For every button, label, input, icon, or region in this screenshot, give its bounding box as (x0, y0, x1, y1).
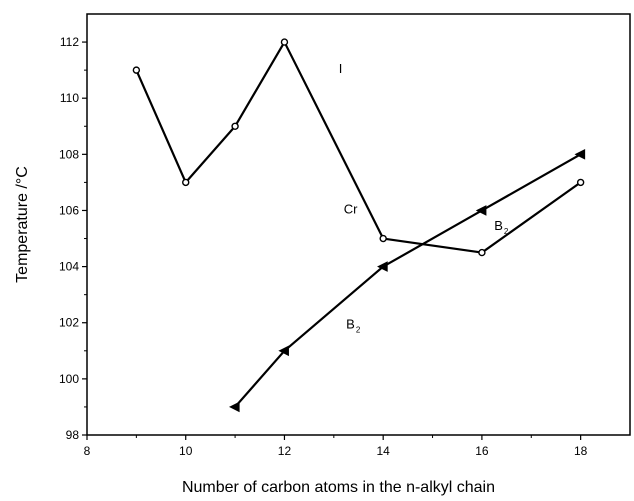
data-point (379, 234, 387, 243)
series-line-1 (135, 40, 582, 254)
data-point (280, 38, 289, 46)
annotation-text: B (346, 316, 355, 331)
y-tick-label: 112 (60, 35, 79, 49)
annotation-text: Cr (344, 201, 358, 216)
y-tick-label: 108 (59, 147, 79, 161)
series-layer (132, 38, 586, 413)
data-point (478, 248, 486, 257)
ticks-layer: 8 10 12 14 16 18 98 100 102 104 106 108 110 112 (59, 35, 588, 458)
plot-frame (86, 13, 631, 436)
x-tick-label: 12 (278, 444, 292, 458)
y-tick-label: 110 (60, 91, 79, 105)
x-tick-label: 8 (84, 444, 91, 458)
data-point (231, 122, 239, 130)
annotation-label: Cr (344, 201, 358, 216)
data-point (228, 401, 240, 413)
annotation-subscript: 2 (504, 227, 509, 236)
data-point (475, 205, 487, 216)
data-point (574, 149, 586, 160)
y-axis-title: Temperature /°C (14, 166, 31, 283)
data-point (278, 345, 289, 357)
data-point (377, 261, 388, 272)
annotation-label: B2 (346, 316, 361, 334)
y-tick-label: 98 (66, 428, 80, 442)
x-tick-label: 18 (574, 444, 588, 458)
annotation-subscript: 2 (356, 325, 361, 334)
annotation-text: B (494, 218, 503, 233)
y-tick-label: 100 (59, 372, 79, 386)
data-point (576, 178, 585, 187)
x-tick-label: 14 (377, 444, 391, 458)
y-tick-label: 104 (59, 260, 79, 274)
annotation-label: B2 (494, 218, 509, 236)
annotation-label: I (339, 61, 343, 76)
y-tick-label: 102 (59, 316, 79, 330)
series-line-2 (234, 153, 582, 408)
y-tick-label: 106 (59, 203, 79, 217)
data-point (182, 178, 190, 187)
x-tick-label: 10 (179, 444, 193, 458)
x-axis-title: Number of carbon atoms in the n-alkyl ch… (182, 479, 495, 496)
x-tick-label: 16 (475, 444, 489, 458)
annotation-text: I (339, 61, 343, 76)
data-point (132, 66, 141, 74)
